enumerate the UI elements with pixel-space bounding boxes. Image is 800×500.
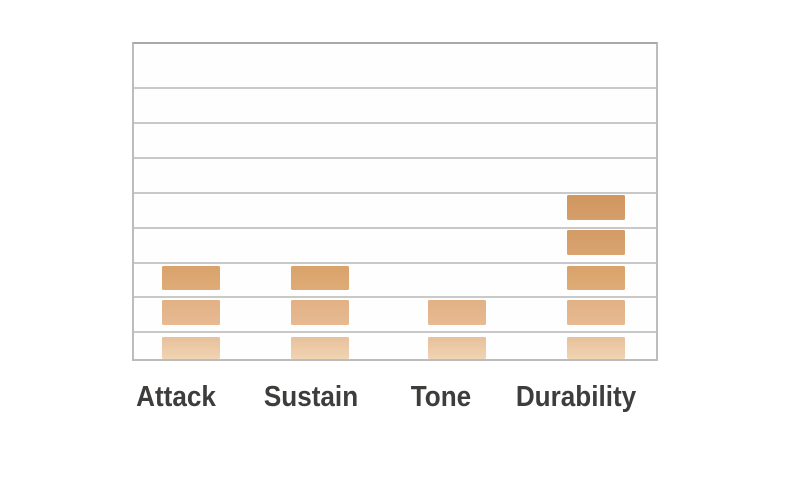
category-label-tone: Tone: [410, 381, 472, 413]
bar-segment-tone-row1: [428, 337, 486, 359]
bar-segment-tone-row2: [428, 300, 486, 325]
bar-segment-attack-row1: [162, 337, 220, 359]
category-label-durability: Durability: [515, 381, 637, 413]
bar-segment-sustain-row3: [291, 266, 349, 290]
bar-segment-sustain-row1: [291, 337, 349, 359]
category-label-attack: Attack: [136, 381, 216, 413]
rating-chart-plot-area: [132, 42, 658, 361]
bar-sustain: [291, 44, 349, 359]
bar-segment-durability-row4: [567, 230, 625, 255]
bar-tone: [428, 44, 486, 359]
bar-segment-durability-row3: [567, 266, 625, 290]
bar-segment-sustain-row2: [291, 300, 349, 325]
bar-segment-attack-row3: [162, 266, 220, 290]
bar-segment-durability-row2: [567, 300, 625, 325]
bar-segment-attack-row2: [162, 300, 220, 325]
bar-attack: [162, 44, 220, 359]
bar-durability: [567, 44, 625, 359]
category-label-sustain: Sustain: [263, 381, 359, 413]
bar-segment-durability-row1: [567, 337, 625, 359]
bar-segment-durability-row5: [567, 195, 625, 220]
